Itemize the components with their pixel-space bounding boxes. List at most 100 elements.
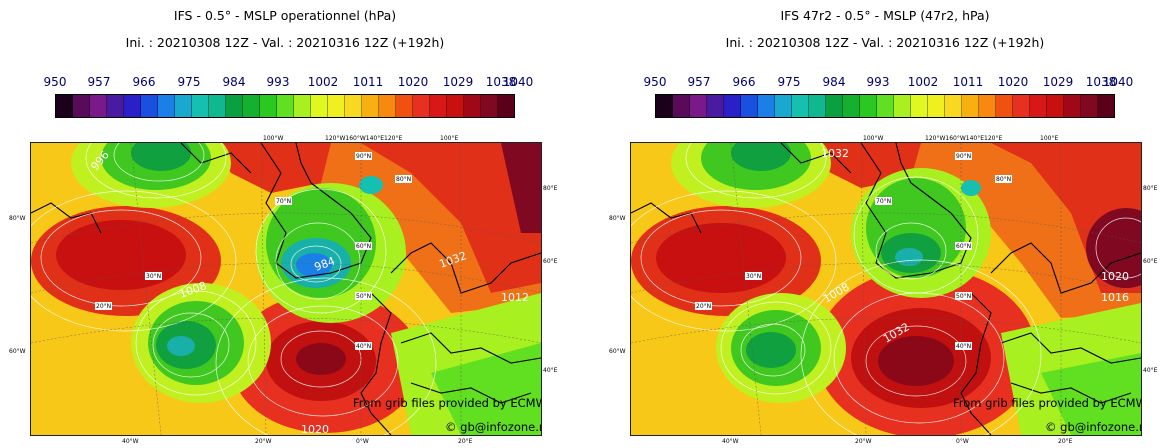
colorbar-label: 1011 xyxy=(352,75,384,89)
lat-label: 40°N xyxy=(356,343,371,350)
lat-label-bg xyxy=(145,272,162,280)
colorbar-swatch xyxy=(962,95,979,117)
colorbar-swatch xyxy=(192,95,209,117)
colorbar-swatch xyxy=(447,95,464,117)
colorbar-swatch xyxy=(656,95,673,117)
colorbar-label: 993 xyxy=(866,75,890,89)
colorbar-swatch xyxy=(209,95,226,117)
tick-left-1: 80°W xyxy=(9,215,26,222)
colorbar-swatch xyxy=(413,95,430,117)
colorbar-swatch xyxy=(362,95,379,117)
colorbar-swatch xyxy=(724,95,741,117)
lat-label: 40°N xyxy=(956,343,971,350)
lat-label-bg xyxy=(955,342,972,350)
colorbar-swatch xyxy=(1098,95,1114,117)
isobar-label: 1020 xyxy=(301,423,329,435)
colorbar-swatch xyxy=(175,95,192,117)
colorbar-labels: 950 957 966 975 984 993 1002 1011 1020 1029 1038 10… xyxy=(644,75,1134,91)
colorbar-swatch xyxy=(379,95,396,117)
tick-bottom-1: 40°W xyxy=(722,438,739,445)
colorbar-label: 1020 xyxy=(397,75,429,89)
isobar-label: 1016 xyxy=(1101,291,1129,304)
colorbar-label: 1038 xyxy=(485,75,517,89)
colorbar-swatch xyxy=(396,95,413,117)
lat-label: 70°N xyxy=(876,198,891,205)
colorbar-label: 1002 xyxy=(907,75,939,89)
colorbar-swatch xyxy=(1047,95,1064,117)
colorbar-swatch xyxy=(345,95,362,117)
lat-label: 50°N xyxy=(356,293,371,300)
lat-label: 90°N xyxy=(956,153,971,160)
lat-label-bg xyxy=(355,152,372,160)
colorbar-swatch xyxy=(481,95,498,117)
colorbar-swatch xyxy=(498,95,514,117)
colorbar-swatch xyxy=(809,95,826,117)
colorbar-label: 1002 xyxy=(307,75,339,89)
lat-label: 90°N xyxy=(356,153,371,160)
credit-source: From grib files provided by ECMWF xyxy=(353,396,542,410)
colorbar-swatch xyxy=(758,95,775,117)
colorbar-swatch xyxy=(430,95,447,117)
tick-bottom-2: 20°W xyxy=(855,438,872,445)
colorbar-label: 1040 xyxy=(502,75,534,89)
colorbar-swatch xyxy=(741,95,758,117)
lat-label: 80°N xyxy=(996,176,1011,183)
colorbar-swatch xyxy=(1030,95,1047,117)
lat-label: 80°N xyxy=(396,176,411,183)
colorbar-swatch xyxy=(979,95,996,117)
colorbar-label: 950 xyxy=(43,75,67,89)
colorbar-swatch xyxy=(226,95,243,117)
colorbar-swatch xyxy=(141,95,158,117)
colorbar-swatch xyxy=(56,95,73,117)
colorbar-swatch xyxy=(792,95,809,117)
colorbar-swatch xyxy=(877,95,894,117)
colorbar-labels: 950 957 966 975 984 993 1002 1011 1020 1029 1038 10… xyxy=(43,75,534,91)
lat-label: 30°N xyxy=(746,273,761,280)
tick-right-3: 40°E xyxy=(1143,367,1158,374)
tick-right-2: 60°E xyxy=(1143,258,1158,265)
colorbar-swatch xyxy=(464,95,481,117)
tick-bottom-2: 20°W xyxy=(255,438,272,445)
tick-left-2: 60°W xyxy=(609,348,626,355)
lat-label-bg xyxy=(275,197,292,205)
panel-operational: IFS - 0.5° - MSLP operationnel (hPa) Ini… xyxy=(9,8,558,445)
lat-label: 50°N xyxy=(956,293,971,300)
colorbar-swatch xyxy=(928,95,945,117)
tick-top-3: 100°E xyxy=(440,135,459,142)
lat-label-bg xyxy=(955,152,972,160)
panel-title: IFS 47r2 - 0.5° - MSLP (47r2, hPa) xyxy=(780,8,990,23)
lat-label-bg xyxy=(875,197,892,205)
lat-label-bg xyxy=(995,175,1012,183)
lat-label: 60°N xyxy=(356,243,371,250)
credit-source: From grib files provided by ECMWF xyxy=(953,396,1142,410)
tick-bottom-3: 0°W xyxy=(356,438,369,445)
colorbar-label: 1029 xyxy=(1042,75,1074,89)
colorbar-swatch xyxy=(328,95,345,117)
colorbar xyxy=(655,94,1115,118)
tick-right-1: 80°E xyxy=(1143,185,1158,192)
colorbar-swatch xyxy=(911,95,928,117)
colorbar-swatch xyxy=(158,95,175,117)
tick-bottom-4: 20°E xyxy=(458,438,473,445)
colorbar-swatch xyxy=(775,95,792,117)
colorbar-swatch xyxy=(311,95,328,117)
colorbar-swatch xyxy=(690,95,707,117)
mslp-map: 1032 1008 1032 1020 1016 90°N 80°N 70°N 60°N 50°… xyxy=(630,142,1142,436)
lat-label: 70°N xyxy=(276,198,291,205)
colorbar-label: 1020 xyxy=(997,75,1029,89)
colorbar-swatch xyxy=(294,95,311,117)
isobar-label: 1032 xyxy=(821,147,849,160)
colorbar-swatch xyxy=(996,95,1013,117)
colorbar-swatch xyxy=(90,95,107,117)
colorbar-label: 1040 xyxy=(1102,75,1134,89)
credit-site: © gb@infozone.net xyxy=(1045,420,1141,434)
tick-right-2: 60°E xyxy=(543,258,558,265)
mslp-map: 996 1020 984 1008 1032 1012 90°N 80°N 70°N 60°N 5… xyxy=(30,142,542,436)
tick-top-3: 100°E xyxy=(1040,135,1059,142)
credit-site: © gb@infozone.net xyxy=(445,420,541,434)
colorbar-swatch xyxy=(673,95,690,117)
colorbar xyxy=(55,94,515,118)
colorbar-swatch xyxy=(277,95,294,117)
colorbar-swatch xyxy=(243,95,260,117)
